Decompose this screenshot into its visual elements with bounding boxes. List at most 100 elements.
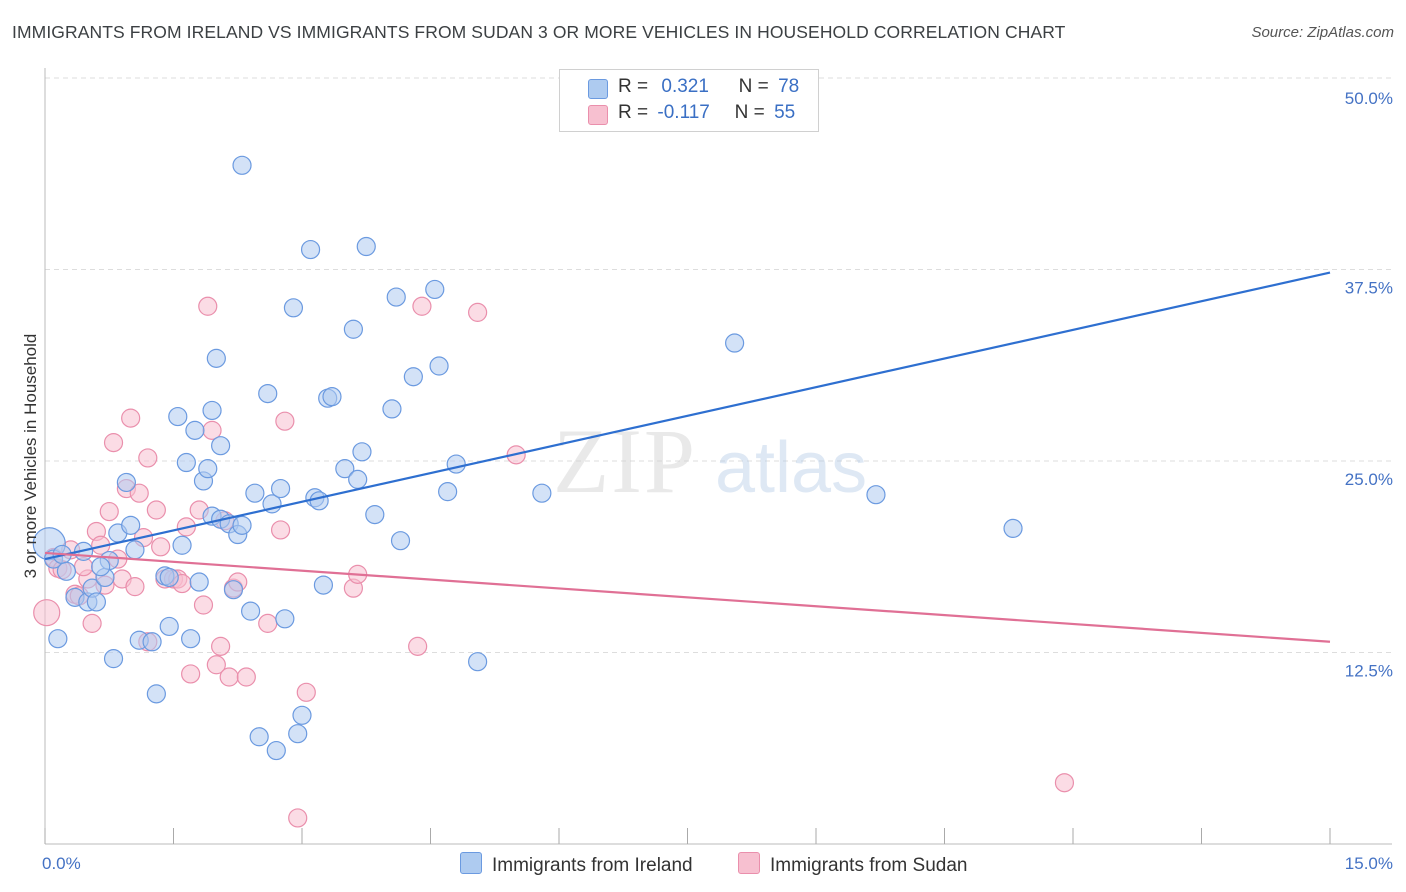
ireland-point: [866, 485, 886, 505]
ireland-point: [206, 348, 226, 368]
ireland-point: [425, 279, 445, 300]
sudan-point: [99, 501, 119, 522]
ireland-point: [189, 572, 209, 592]
ireland-point: [300, 239, 321, 260]
ireland-point: [446, 454, 466, 474]
ireland-point: [1003, 518, 1023, 539]
sudan-point: [33, 599, 61, 627]
legend-n-label-ireland: N =: [738, 76, 769, 97]
bottom-legend-swatch-sudan: [738, 852, 760, 874]
sudan-point: [193, 595, 214, 615]
sudan-point: [121, 408, 141, 428]
ireland-point: [48, 629, 68, 649]
ireland-point: [275, 609, 295, 629]
ireland-point: [382, 399, 402, 419]
ireland-point: [532, 483, 552, 503]
ireland-point: [223, 580, 244, 600]
bottom-legend-ireland: Immigrants from Ireland: [460, 852, 693, 877]
ireland-point: [232, 155, 252, 175]
labels-layer: 12.5% 25.0% 37.5% 50.0% 0.0% 15.0%: [42, 89, 1393, 873]
ireland-point: [181, 629, 201, 649]
y-tick-label: 50.0%: [1345, 89, 1393, 108]
ireland-point: [172, 535, 192, 555]
ireland-point: [266, 740, 286, 761]
ireland-point: [159, 616, 179, 637]
ireland-point: [245, 483, 265, 503]
sudan-point: [181, 664, 201, 684]
sudan-point: [129, 483, 149, 503]
sudan-point: [270, 520, 291, 540]
sudan-point: [146, 500, 166, 520]
ireland-point: [146, 684, 166, 704]
ireland-point: [176, 452, 196, 473]
ireland-point: [403, 367, 423, 387]
sudan-point: [82, 613, 102, 633]
sudan-point: [275, 411, 295, 431]
sudan-point: [206, 655, 226, 675]
sudan-point: [138, 448, 158, 468]
ireland-point: [159, 567, 179, 588]
y-tick-label: 25.0%: [1345, 470, 1393, 489]
ireland-point: [185, 420, 205, 440]
stats-legend: R = 0.321 N = 78 R = -0.117 N = 55: [559, 69, 819, 132]
ireland-point: [468, 652, 488, 672]
sudan-point: [468, 302, 488, 322]
bottom-legend-label-sudan: Immigrants from Sudan: [770, 855, 968, 876]
ireland-point: [386, 287, 406, 307]
sudan-point: [211, 636, 231, 656]
legend-n-label-sudan: N =: [734, 102, 765, 123]
watermark-atlas: atlas: [715, 428, 867, 508]
axis-layer: [44, 68, 1392, 845]
sudan-point: [408, 636, 428, 656]
ireland-point: [202, 400, 222, 421]
chart-title: IMMIGRANTS FROM IRELAND VS IMMIGRANTS FR…: [12, 22, 1066, 42]
ireland-point: [142, 632, 162, 652]
bottom-legend-sudan: Immigrants from Sudan: [738, 852, 967, 877]
sudan-point: [219, 667, 239, 687]
ireland-point: [56, 561, 77, 581]
ireland-point: [343, 319, 363, 339]
legend-r-value-sudan: -0.117: [657, 102, 710, 123]
bottom-legend-label-ireland: Immigrants from Ireland: [492, 855, 693, 876]
ireland-point: [116, 472, 136, 493]
y-tick-label: 12.5%: [1345, 662, 1393, 681]
ireland-point: [292, 705, 312, 725]
sudan-point: [258, 613, 278, 633]
y-axis-label: 3 or more Vehicles in Household: [21, 334, 40, 579]
ireland-trend-line: [44, 271, 1331, 561]
legend-swatch-sudan: [588, 105, 608, 125]
ireland-point: [258, 383, 278, 404]
ireland-point: [288, 724, 308, 744]
ireland-point: [125, 540, 145, 560]
sudan-point: [198, 296, 218, 316]
ireland-point: [313, 575, 334, 595]
ireland-point: [322, 387, 342, 407]
ireland-point: [121, 515, 141, 535]
watermark-zip: ZIP: [553, 410, 697, 512]
sudan-point: [236, 667, 256, 687]
ireland-point: [356, 236, 376, 257]
sudan-point: [296, 682, 316, 702]
ireland-point: [429, 356, 449, 376]
ireland-point: [232, 515, 252, 535]
sudan-trend-line: [44, 551, 1331, 643]
ireland-point: [198, 459, 218, 479]
ireland-point: [365, 505, 385, 525]
ireland-point: [352, 442, 372, 462]
sudan-point: [151, 537, 171, 557]
legend-n-value-ireland: 78: [778, 76, 800, 97]
legend-swatch-ireland: [588, 79, 608, 99]
x-tick-label-min: 0.0%: [42, 854, 81, 873]
legend-r-value-ireland: 0.321: [661, 76, 709, 97]
chart-source: Source: ZipAtlas.com: [1251, 24, 1394, 41]
ireland-point: [309, 491, 329, 511]
legend-r-label-ireland: R =: [618, 76, 649, 97]
sudan-point: [103, 433, 124, 453]
sudan-point: [125, 577, 145, 597]
sudan-point: [412, 296, 432, 316]
ireland-point: [438, 482, 458, 502]
trend-layer: [44, 271, 1331, 643]
legend-r-label-sudan: R =: [618, 102, 649, 123]
ireland-point: [725, 333, 745, 353]
